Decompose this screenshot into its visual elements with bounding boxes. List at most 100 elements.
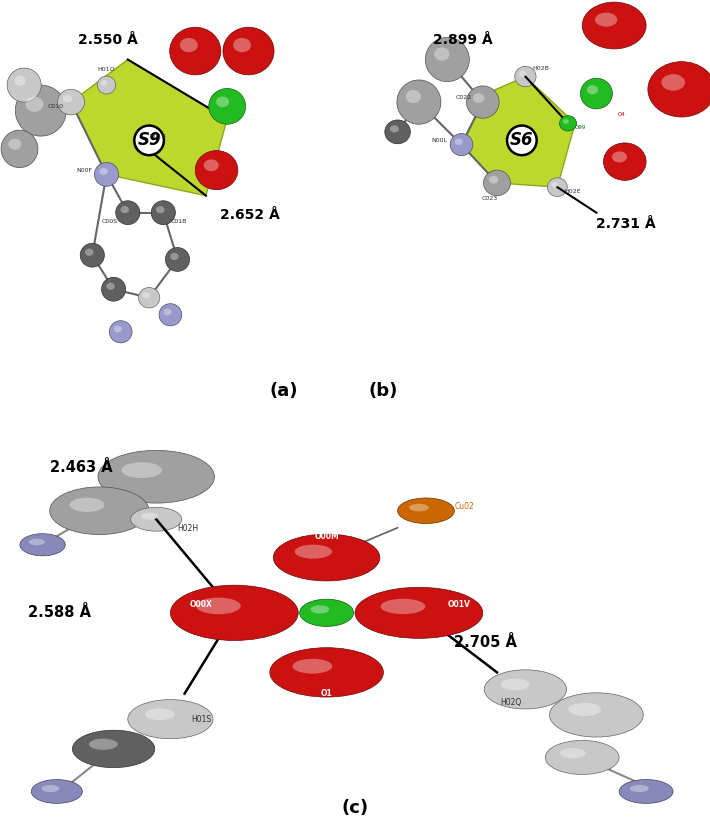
Ellipse shape [41, 785, 60, 792]
Ellipse shape [31, 780, 82, 803]
Text: S6: S6 [510, 132, 534, 149]
Text: (c): (c) [342, 799, 368, 817]
Ellipse shape [381, 599, 425, 614]
Ellipse shape [121, 206, 129, 214]
Ellipse shape [515, 67, 536, 87]
Ellipse shape [63, 95, 72, 103]
Ellipse shape [581, 78, 612, 109]
Ellipse shape [300, 599, 354, 626]
Ellipse shape [385, 120, 410, 143]
Ellipse shape [409, 504, 429, 511]
Ellipse shape [180, 38, 198, 53]
Text: H01S: H01S [192, 715, 212, 724]
Ellipse shape [550, 693, 643, 737]
Text: O01V: O01V [447, 600, 470, 609]
Ellipse shape [101, 80, 107, 86]
Ellipse shape [106, 283, 115, 290]
Text: H01B: H01B [149, 133, 166, 138]
Text: O99: O99 [575, 125, 586, 130]
Ellipse shape [612, 151, 627, 163]
Ellipse shape [454, 138, 463, 145]
Ellipse shape [630, 785, 649, 792]
Ellipse shape [560, 748, 586, 758]
Ellipse shape [273, 534, 380, 581]
Ellipse shape [14, 76, 26, 86]
Text: O1: O1 [321, 690, 332, 698]
Ellipse shape [170, 28, 221, 75]
Ellipse shape [270, 648, 383, 697]
Ellipse shape [97, 76, 116, 94]
Ellipse shape [568, 703, 601, 716]
Ellipse shape [293, 659, 332, 674]
Ellipse shape [151, 201, 175, 224]
Ellipse shape [16, 85, 67, 136]
Ellipse shape [209, 88, 246, 124]
Ellipse shape [1, 130, 38, 168]
Ellipse shape [434, 48, 449, 61]
Ellipse shape [170, 585, 298, 641]
Ellipse shape [159, 304, 182, 326]
Ellipse shape [109, 321, 132, 343]
Text: N00F: N00F [76, 168, 92, 173]
Text: 2.899 Å: 2.899 Å [433, 33, 493, 47]
Text: H02H: H02H [178, 524, 199, 532]
Text: O00M: O00M [315, 531, 339, 540]
Ellipse shape [489, 176, 498, 183]
Ellipse shape [156, 206, 165, 214]
Ellipse shape [662, 74, 685, 91]
Ellipse shape [519, 71, 526, 77]
Ellipse shape [145, 708, 175, 720]
Text: 2.652 Å: 2.652 Å [220, 208, 280, 223]
Ellipse shape [85, 249, 94, 256]
Text: H02Q: H02Q [501, 698, 522, 707]
Ellipse shape [170, 253, 179, 260]
Ellipse shape [58, 89, 84, 115]
Ellipse shape [99, 168, 108, 175]
Ellipse shape [20, 534, 65, 555]
Ellipse shape [204, 159, 219, 171]
Ellipse shape [466, 86, 499, 118]
Text: H01O: H01O [98, 68, 115, 73]
Ellipse shape [29, 539, 45, 545]
Ellipse shape [163, 309, 172, 315]
Text: C010: C010 [48, 104, 64, 108]
Text: C01B: C01B [170, 219, 187, 224]
Ellipse shape [7, 68, 41, 102]
Text: 2.588 Å: 2.588 Å [28, 605, 92, 620]
Text: 2.705 Å: 2.705 Å [454, 636, 518, 650]
Ellipse shape [295, 545, 332, 559]
Ellipse shape [405, 90, 421, 103]
Ellipse shape [310, 605, 329, 614]
Text: C023: C023 [482, 196, 498, 201]
Ellipse shape [102, 278, 126, 301]
Ellipse shape [223, 28, 274, 75]
Ellipse shape [72, 731, 155, 767]
Text: O4: O4 [618, 113, 626, 118]
Text: (a): (a) [270, 382, 298, 399]
Ellipse shape [138, 288, 160, 308]
Ellipse shape [484, 670, 567, 709]
Ellipse shape [398, 498, 454, 524]
Text: C00S: C00S [101, 219, 117, 224]
Ellipse shape [619, 780, 673, 803]
Ellipse shape [80, 244, 104, 267]
Ellipse shape [216, 97, 229, 108]
Ellipse shape [563, 119, 569, 123]
Ellipse shape [473, 93, 484, 103]
Ellipse shape [89, 739, 118, 750]
Ellipse shape [233, 38, 251, 53]
Ellipse shape [501, 679, 530, 691]
Text: C022: C022 [456, 95, 472, 100]
Ellipse shape [50, 487, 149, 535]
Polygon shape [462, 77, 575, 187]
Ellipse shape [9, 138, 21, 150]
Ellipse shape [425, 38, 469, 82]
Ellipse shape [121, 462, 162, 478]
Text: (b): (b) [368, 382, 398, 399]
Ellipse shape [128, 700, 213, 739]
Text: N00L: N00L [431, 138, 447, 143]
Ellipse shape [137, 140, 143, 145]
Ellipse shape [143, 292, 151, 299]
Ellipse shape [195, 151, 238, 189]
Polygon shape [71, 59, 227, 196]
